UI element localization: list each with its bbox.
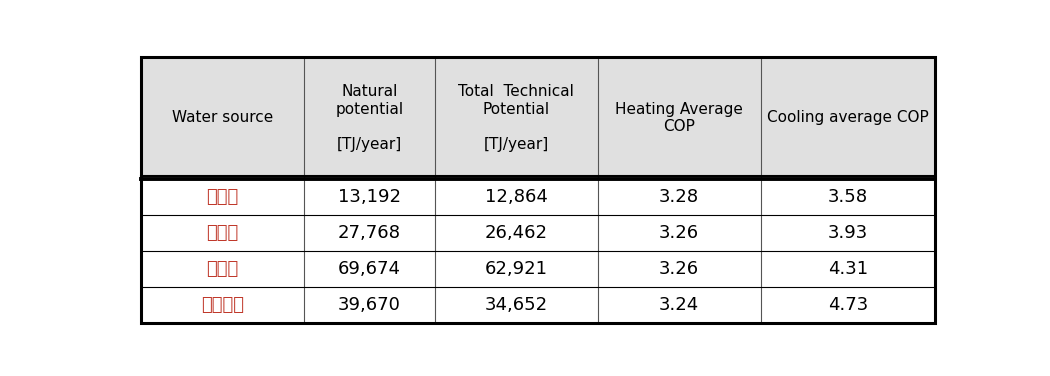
Text: Cooling average COP: Cooling average COP [766, 111, 929, 126]
Text: 4.73: 4.73 [827, 296, 868, 314]
Text: 12,864: 12,864 [485, 188, 548, 206]
Text: 소양강담: 소양강담 [201, 296, 244, 314]
Text: 62,921: 62,921 [485, 260, 548, 278]
Text: Total  Technical
Potential

[TJ/year]: Total Technical Potential [TJ/year] [459, 84, 574, 152]
Text: 3.26: 3.26 [659, 224, 699, 242]
Text: 충주담: 충주담 [206, 260, 238, 278]
Text: 13,192: 13,192 [338, 188, 401, 206]
Text: 4.31: 4.31 [827, 260, 868, 278]
Text: 39,670: 39,670 [338, 296, 401, 314]
Text: 3.26: 3.26 [659, 260, 699, 278]
Text: 26,462: 26,462 [485, 224, 548, 242]
Bar [141, 179, 936, 215]
Bar [141, 287, 936, 323]
Text: 3.58: 3.58 [827, 188, 868, 206]
Text: 안동담: 안동담 [206, 188, 238, 206]
Text: 27,768: 27,768 [338, 224, 401, 242]
Bar [141, 251, 936, 287]
Text: Natural
potential

[TJ/year]: Natural potential [TJ/year] [335, 84, 403, 152]
Text: 대청담: 대청담 [206, 224, 238, 242]
Text: Heating Average
COP: Heating Average COP [615, 102, 743, 134]
Bar [141, 215, 936, 251]
Text: 34,652: 34,652 [485, 296, 548, 314]
Bar [141, 57, 936, 179]
Text: 3.28: 3.28 [659, 188, 699, 206]
Text: 3.93: 3.93 [827, 224, 868, 242]
Text: Water source: Water source [172, 111, 273, 126]
Text: 3.24: 3.24 [659, 296, 699, 314]
Text: 69,674: 69,674 [338, 260, 401, 278]
